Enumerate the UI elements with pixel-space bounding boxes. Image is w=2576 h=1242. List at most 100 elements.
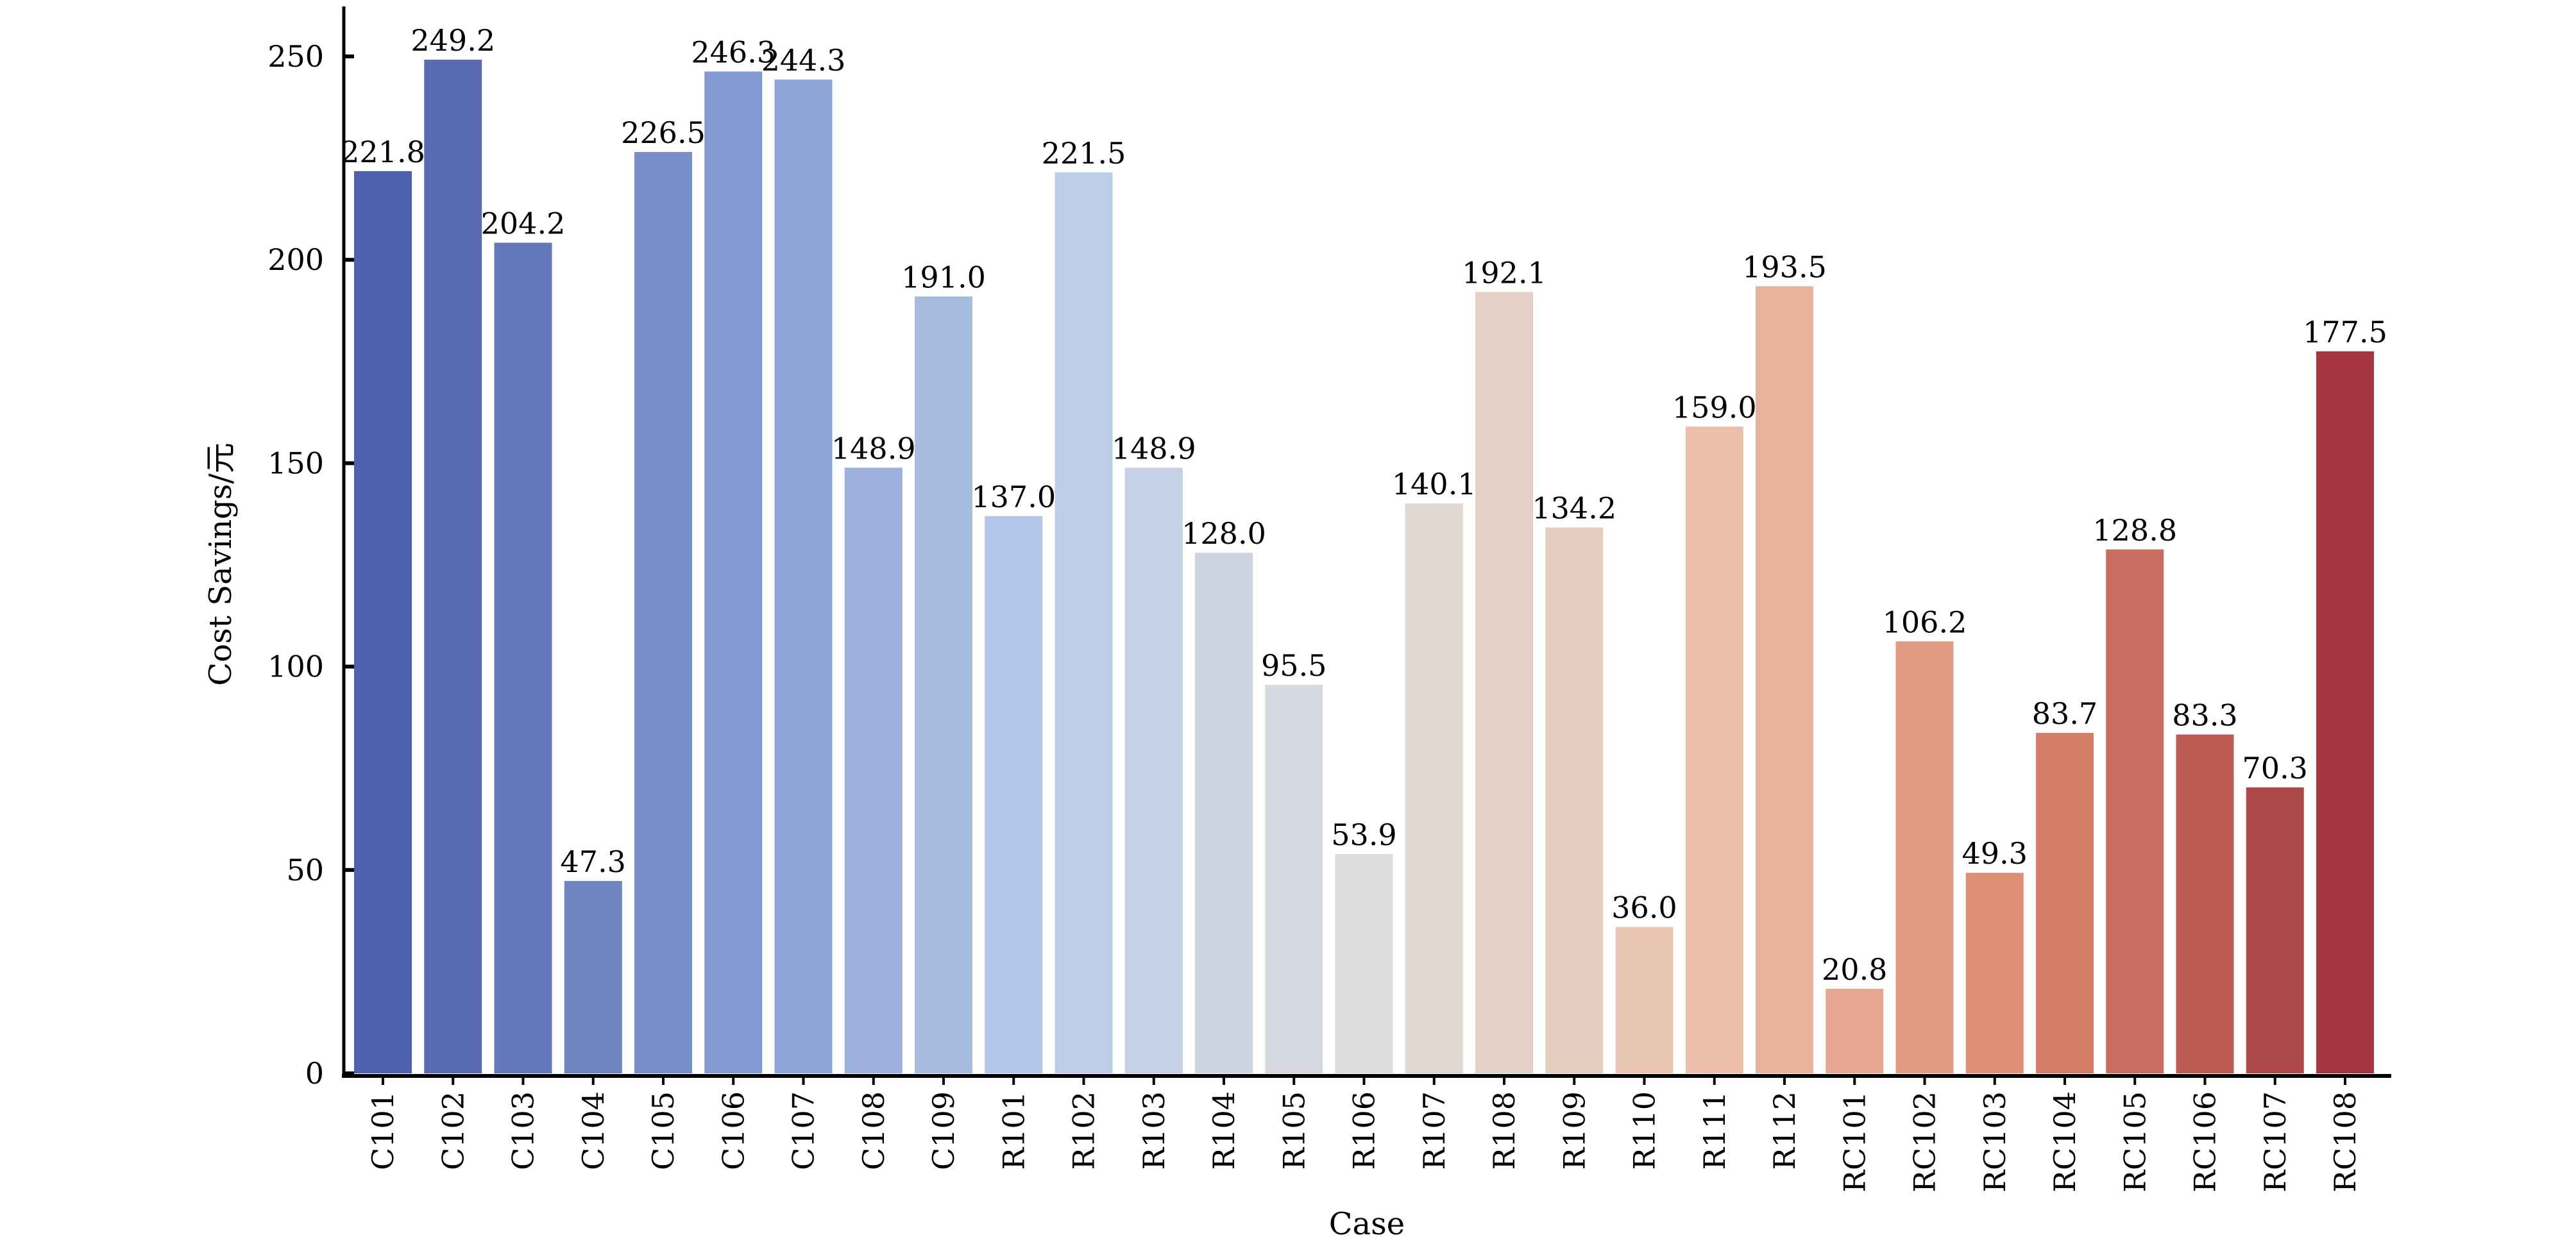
data-label-c108: 148.9: [831, 431, 916, 466]
x-tick-label: C103: [506, 1091, 541, 1170]
data-label-r110: 36.0: [1611, 891, 1677, 925]
x-axis-title: Case: [1329, 1206, 1405, 1242]
bar-r104: [1195, 552, 1253, 1073]
bar-rc105: [2106, 549, 2164, 1073]
bar-c106: [704, 71, 763, 1074]
data-label-rc104: 83.7: [2032, 696, 2097, 731]
x-ticks-group: C101 C102 C103 C104 C105 C106 C107 C108 C109 R101…: [366, 1076, 2362, 1193]
bar-r107: [1405, 503, 1463, 1073]
data-label-r103: 148.9: [1112, 431, 1196, 466]
data-label-c101: 221.8: [341, 135, 425, 169]
data-label-rc106: 83.3: [2172, 698, 2237, 733]
x-tick-label: C104: [576, 1091, 611, 1170]
x-tick-label: R101: [996, 1091, 1031, 1170]
bar-r108: [1475, 292, 1533, 1073]
bar-rc104: [2036, 733, 2094, 1073]
bar-r105: [1265, 685, 1323, 1073]
bar-rc101: [1826, 989, 1884, 1073]
data-label-r102: 221.5: [1042, 136, 1126, 171]
x-tick-label: C105: [646, 1091, 681, 1170]
y-tick-label: 100: [267, 650, 324, 684]
data-label-rc107: 70.3: [2242, 751, 2308, 785]
y-tick-label: 200: [267, 242, 324, 277]
bar-c105: [634, 152, 692, 1074]
data-label-c106: 246.3: [691, 35, 775, 69]
x-tick-label: R112: [1767, 1091, 1802, 1170]
x-tick-label: R110: [1627, 1091, 1662, 1170]
data-label-r101: 137.0: [971, 480, 1056, 514]
x-tick-label: RC104: [2047, 1091, 2082, 1193]
data-label-r109: 134.2: [1532, 491, 1616, 526]
y-tick-label: 50: [286, 853, 324, 887]
x-tick-label: RC103: [1978, 1091, 2012, 1193]
x-tick-label: C108: [856, 1091, 891, 1170]
bar-c103: [494, 242, 552, 1074]
data-label-rc102: 106.2: [1883, 605, 1967, 639]
x-tick-label: C102: [436, 1091, 470, 1170]
x-tick-label: RC102: [1908, 1091, 1942, 1193]
data-label-r112: 193.5: [1742, 249, 1827, 284]
bar-c101: [354, 171, 412, 1074]
bar-rc106: [2176, 734, 2234, 1073]
x-tick-label: RC108: [2328, 1091, 2362, 1193]
x-tick-label: R107: [1417, 1091, 1452, 1170]
x-tick-label: C101: [366, 1091, 400, 1170]
data-label-c103: 204.2: [481, 206, 566, 241]
bar-r102: [1055, 172, 1113, 1074]
bar-c104: [564, 880, 622, 1073]
y-ticks-group: 0 50 100 150 200 250: [267, 39, 354, 1091]
y-axis-title: Cost Savings/元: [203, 442, 239, 685]
data-label-c104: 47.3: [561, 844, 626, 879]
x-tick-label: R105: [1276, 1091, 1311, 1170]
data-label-r105: 95.5: [1261, 648, 1326, 683]
x-tick-label: RC101: [1837, 1091, 1872, 1193]
data-label-rc103: 49.3: [1962, 836, 2028, 871]
y-tick-label: 0: [305, 1056, 324, 1091]
data-label-r104: 128.0: [1182, 516, 1266, 551]
data-label-r111: 159.0: [1672, 390, 1757, 424]
x-tick-label: C109: [926, 1091, 961, 1170]
x-tick-label: RC106: [2188, 1091, 2223, 1193]
x-tick-label: R109: [1557, 1091, 1591, 1170]
x-tick-label: C106: [716, 1091, 750, 1170]
bar-r110: [1615, 927, 1674, 1073]
data-label-r108: 192.1: [1462, 255, 1546, 290]
data-label-rc108: 177.5: [2303, 315, 2387, 349]
x-tick-label: R104: [1207, 1091, 1241, 1170]
bar-r112: [1756, 286, 1813, 1073]
x-tick-label: R111: [1697, 1091, 1732, 1170]
x-tick-label: R102: [1067, 1091, 1101, 1170]
bars-group: [354, 60, 2374, 1074]
data-label-c109: 191.0: [901, 260, 986, 294]
data-label-r107: 140.1: [1392, 467, 1477, 501]
y-tick-label: 150: [267, 446, 324, 480]
x-tick-label: R108: [1487, 1091, 1521, 1170]
bar-r101: [985, 516, 1043, 1073]
data-label-r106: 53.9: [1331, 818, 1396, 852]
data-label-rc105: 128.8: [2092, 513, 2177, 548]
x-tick-label: RC105: [2117, 1091, 2152, 1193]
bar-r111: [1685, 426, 1743, 1073]
bar-rc107: [2246, 787, 2304, 1073]
data-label-c102: 249.2: [411, 23, 495, 58]
data-label-c107: 244.3: [761, 43, 846, 78]
x-tick-label: R103: [1137, 1091, 1171, 1170]
bar-rc108: [2316, 351, 2374, 1074]
bar-r103: [1124, 467, 1183, 1073]
bar-c108: [844, 467, 902, 1073]
bar-c102: [424, 60, 482, 1074]
data-label-rc101: 20.8: [1822, 952, 1887, 987]
bar-r106: [1335, 854, 1393, 1073]
bar-r109: [1545, 527, 1604, 1073]
x-tick-label: RC107: [2258, 1091, 2292, 1193]
data-label-c105: 226.5: [621, 115, 706, 150]
bar-c107: [774, 80, 833, 1074]
y-tick-label: 250: [267, 39, 324, 74]
x-tick-label: C107: [786, 1091, 821, 1170]
bar-rc102: [1895, 641, 1954, 1073]
bar-c109: [915, 296, 972, 1073]
bar-rc103: [1965, 873, 2024, 1073]
x-tick-label: R106: [1347, 1091, 1382, 1170]
